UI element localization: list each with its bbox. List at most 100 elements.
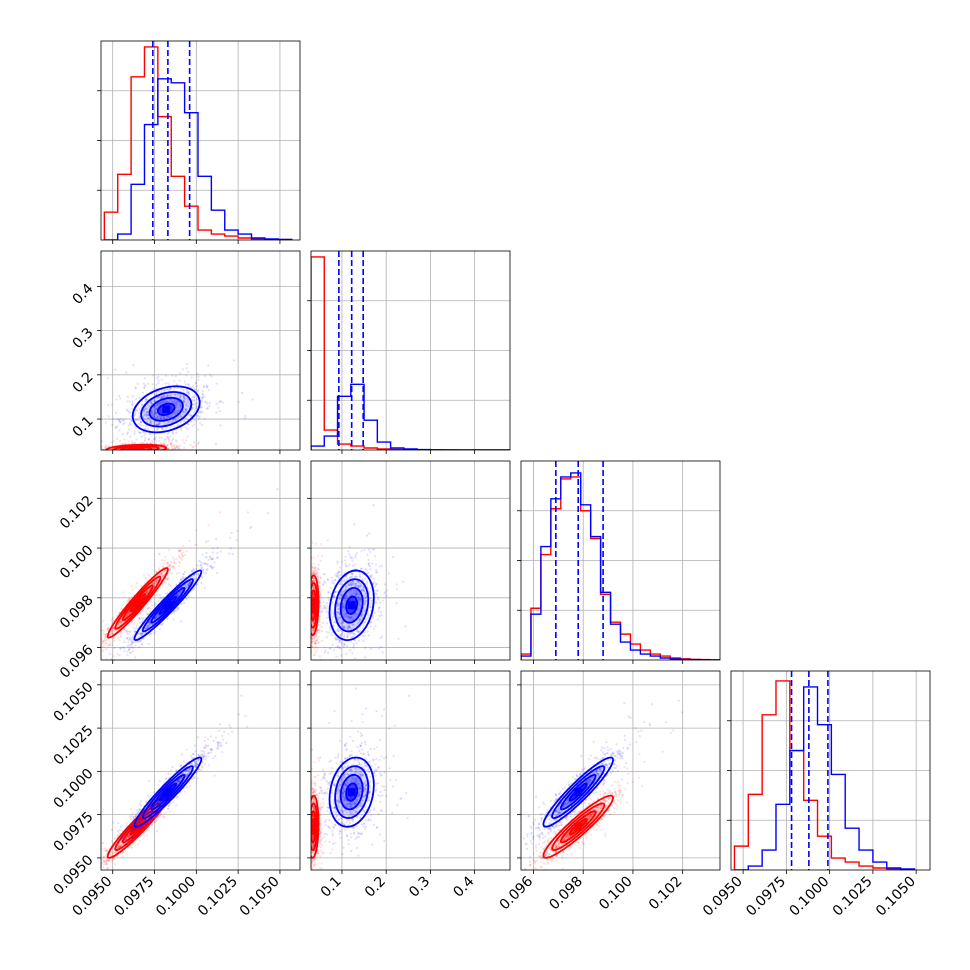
scatter-point xyxy=(101,642,104,645)
scatter-point xyxy=(162,396,166,399)
scatter-point xyxy=(139,421,143,424)
scatter-point xyxy=(186,583,189,586)
scatter-point xyxy=(347,625,350,629)
histogram-series-1 xyxy=(104,78,293,240)
scatter-point xyxy=(175,445,179,448)
scatter-point xyxy=(96,643,98,645)
scatter-point xyxy=(313,641,316,645)
scatter-point xyxy=(130,644,133,647)
scatter-point xyxy=(102,632,105,635)
scatter-point xyxy=(175,401,178,404)
scatter-point xyxy=(179,404,182,408)
scatter-point xyxy=(185,583,188,586)
scatter-point xyxy=(176,409,180,412)
scatter-point xyxy=(118,455,120,457)
scatter-point xyxy=(351,623,354,626)
scatter-point xyxy=(307,612,309,614)
scatter-point xyxy=(157,423,160,426)
scatter-point xyxy=(131,451,133,453)
scatter-point xyxy=(96,449,98,451)
scatter-point xyxy=(315,573,319,576)
scatter-point xyxy=(119,421,122,424)
scatter-point xyxy=(177,606,180,610)
scatter-point xyxy=(131,400,134,403)
scatter-point xyxy=(200,566,204,569)
scatter-point xyxy=(105,638,108,642)
scatter-point xyxy=(191,403,194,406)
scatter-point xyxy=(137,451,139,453)
scatter-point xyxy=(225,454,227,456)
scatter-point xyxy=(163,417,166,420)
scatter-point xyxy=(111,424,114,427)
scatter-point xyxy=(169,442,172,446)
scatter-point xyxy=(359,606,362,609)
scatter-point xyxy=(182,395,185,398)
scatter-point xyxy=(167,415,170,418)
scatter-point xyxy=(173,425,176,428)
scatter-point xyxy=(94,647,96,649)
scatter-point xyxy=(191,395,194,399)
scatter-point xyxy=(339,598,342,601)
scatter-point xyxy=(150,402,154,405)
scatter-point xyxy=(346,624,349,628)
scatter-point xyxy=(342,605,346,608)
scatter-point xyxy=(92,449,94,451)
scatter-point xyxy=(124,662,126,664)
scatter-point xyxy=(160,378,163,382)
scatter-point xyxy=(106,377,109,380)
scatter-point xyxy=(209,565,212,568)
scatter-point xyxy=(121,452,123,454)
scatter-point xyxy=(219,400,222,403)
scatter-point xyxy=(342,605,345,609)
scatter-point xyxy=(160,396,163,399)
scatter-point xyxy=(141,642,144,646)
scatter-point xyxy=(351,618,354,622)
scatter-point xyxy=(176,446,179,449)
scatter-point xyxy=(308,611,310,613)
scatter-point xyxy=(151,454,153,456)
scatter-point xyxy=(121,450,123,452)
scatter-point xyxy=(145,591,148,594)
scatter-point xyxy=(311,585,315,588)
scatter-point xyxy=(214,443,218,446)
scatter-point xyxy=(170,441,173,444)
scatter-point xyxy=(349,616,353,619)
scatter-point xyxy=(164,555,167,559)
scatter-point xyxy=(67,451,69,453)
scatter-point xyxy=(114,453,116,455)
scatter-point xyxy=(189,414,192,417)
scatter-point xyxy=(131,640,134,643)
scatter-point xyxy=(159,597,162,600)
scatter-point xyxy=(339,583,342,586)
scatter-point xyxy=(157,381,160,385)
scatter-point xyxy=(163,394,166,397)
scatter-point xyxy=(167,447,170,450)
scatter-point xyxy=(130,621,134,624)
scatter-point xyxy=(228,552,231,555)
scatter-point xyxy=(89,641,91,643)
scatter-point xyxy=(139,452,141,454)
scatter-point xyxy=(175,572,179,575)
scatter-point xyxy=(169,563,172,567)
scatter-point xyxy=(315,639,318,642)
y-tick-label: 0.098 xyxy=(57,592,97,632)
scatter-point xyxy=(308,636,310,638)
scatter-point xyxy=(151,452,153,454)
contour-series-0 xyxy=(106,567,169,639)
scatter-point xyxy=(316,571,320,574)
scatter-point xyxy=(102,639,105,642)
scatter-point xyxy=(355,591,358,595)
scatter-point xyxy=(351,635,354,639)
scatter-point xyxy=(351,583,354,586)
scatter-point xyxy=(371,616,374,619)
scatter-point xyxy=(333,594,336,597)
scatter-point xyxy=(154,580,157,583)
scatter-point xyxy=(307,607,309,609)
scatter-point xyxy=(170,374,174,377)
scatter-point xyxy=(309,578,311,580)
scatter-point xyxy=(211,557,214,561)
scatter-point xyxy=(337,607,341,610)
scatter-point xyxy=(119,620,122,623)
scatter-point xyxy=(120,451,122,453)
